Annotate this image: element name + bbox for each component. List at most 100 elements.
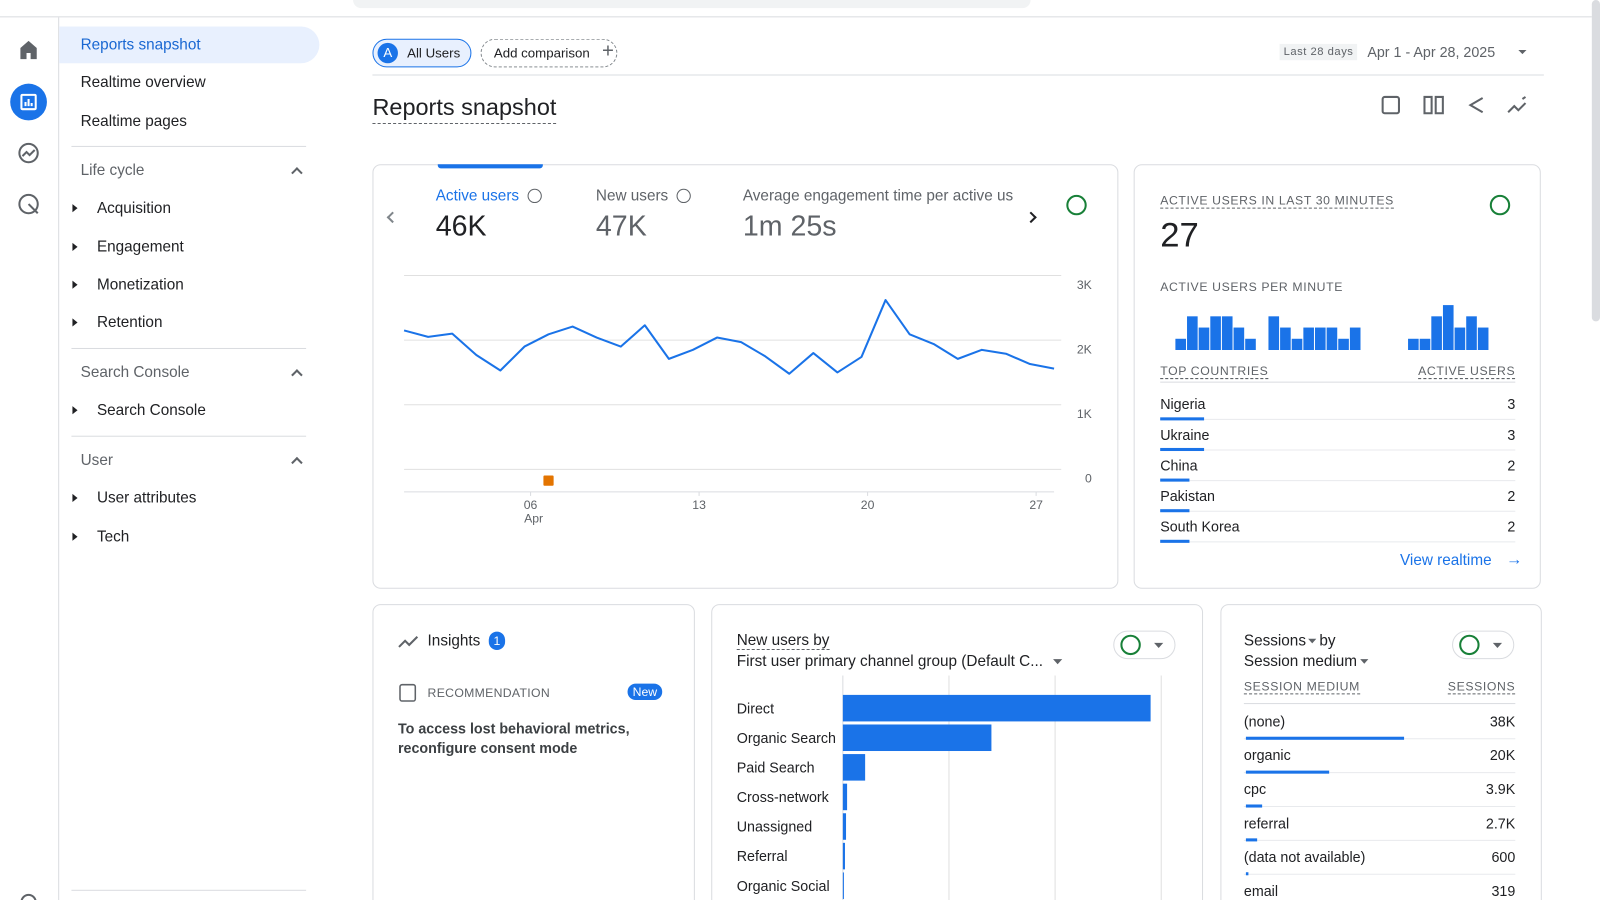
reports-glyph <box>20 93 37 111</box>
metric-label[interactable]: New users <box>595 187 669 205</box>
active-nav-bg <box>59 26 320 64</box>
metric-value: 47K <box>595 210 647 242</box>
insight-tag: RECOMMENDATION <box>427 685 550 700</box>
insights-count: 1 <box>488 631 506 650</box>
minute-bar <box>1338 338 1349 350</box>
section-title[interactable]: Life cycle <box>80 161 145 180</box>
table-rule <box>1243 703 1516 705</box>
metric-value: 46K <box>435 210 487 242</box>
new-badge: New <box>627 683 663 700</box>
add-comparison: Add comparison <box>493 45 590 61</box>
advertising-glyph <box>27 203 39 214</box>
nav-item[interactable]: Search Console <box>96 401 206 420</box>
session-value: 600 <box>1491 848 1516 866</box>
metric-label[interactable]: Average engagement time per active us <box>742 187 1014 205</box>
date-caret[interactable] <box>1518 49 1527 55</box>
y-tick-label: 0 <box>1085 472 1092 486</box>
insight-text: To access lost behavioral metrics, recon… <box>397 720 630 757</box>
compare-icon[interactable] <box>1423 95 1444 115</box>
help-icon <box>676 188 691 204</box>
minute-bar <box>1349 327 1361 350</box>
annotation-marker <box>543 475 554 486</box>
search-box[interactable] <box>353 0 1031 9</box>
status-check <box>1120 634 1141 656</box>
category-label: Organic Search <box>736 729 836 746</box>
x-tick-label: 20 <box>861 498 875 512</box>
session-bar <box>1245 804 1263 808</box>
status-check <box>1066 194 1087 216</box>
minute-bar <box>1419 338 1431 350</box>
nav-item[interactable]: Engagement <box>96 237 184 256</box>
column-header: SESSION MEDIUM <box>1243 679 1360 695</box>
nav-item[interactable]: Tech <box>96 527 130 545</box>
insights-icon[interactable] <box>1507 96 1527 113</box>
segment-badge: A <box>377 42 398 64</box>
metric-tab-indicator <box>437 164 543 169</box>
plus-icon: + <box>602 40 614 63</box>
expand-arrow <box>72 242 78 251</box>
nav-item[interactable]: Monetization <box>96 275 184 294</box>
nav-item[interactable]: User attributes <box>96 489 197 507</box>
session-value: 38K <box>1489 713 1516 730</box>
nav-item[interactable]: Reports snapshot <box>80 36 201 54</box>
metric-label[interactable]: Active users <box>435 187 520 205</box>
dimension-caret <box>1360 659 1369 664</box>
country-value: 2 <box>1507 487 1516 505</box>
view-realtime-link[interactable]: View realtime <box>1399 551 1492 569</box>
explore-glyph <box>21 149 36 157</box>
country-name: South Korea <box>1160 518 1240 535</box>
sessions-card <box>1220 604 1542 900</box>
nav-item[interactable]: Acquisition <box>96 199 171 218</box>
nav-item[interactable]: Retention <box>96 313 163 332</box>
table-rule <box>1160 381 1516 383</box>
y-tick-label: 3K <box>1077 278 1093 292</box>
home-icon[interactable] <box>20 40 37 60</box>
header-divider <box>372 74 1544 76</box>
minute-bar <box>1326 327 1338 350</box>
by-label: by <box>1319 632 1336 650</box>
metric-selector[interactable]: Sessions <box>1243 632 1306 650</box>
recommendation-icon <box>399 683 417 702</box>
bar <box>842 694 1151 722</box>
scrollbar <box>1591 0 1600 322</box>
nav-item[interactable]: Realtime overview <box>80 74 206 92</box>
share-icon[interactable] <box>1468 97 1484 114</box>
minute-bar <box>1303 327 1314 350</box>
minute-bar <box>1198 327 1210 350</box>
dimension-selector[interactable]: Session medium <box>1243 652 1358 670</box>
check-pill <box>1113 630 1176 660</box>
sidebar-divider <box>71 347 307 349</box>
country-bar <box>1160 447 1205 452</box>
per-minute-title: ACTIVE USERS PER MINUTE <box>1160 279 1344 294</box>
minute-bar <box>1314 327 1326 350</box>
category-label: Paid Search <box>736 759 815 776</box>
session-value: 2.7K <box>1485 814 1516 832</box>
medium-name: cpc <box>1243 781 1267 798</box>
expand-arrow <box>72 280 78 289</box>
bar <box>842 813 847 840</box>
advertising-icon[interactable] <box>18 193 39 215</box>
segment-name: All Users <box>407 45 461 61</box>
country-value: 2 <box>1507 518 1516 535</box>
section-title[interactable]: Search Console <box>80 363 190 382</box>
nav-item[interactable]: Realtime pages <box>80 112 187 130</box>
explore-icon[interactable] <box>18 142 39 164</box>
overview-card <box>372 164 1119 589</box>
customize-icon[interactable] <box>1381 95 1400 115</box>
card-title: New users by <box>736 631 830 650</box>
date-range[interactable]: Apr 1 - Apr 28, 2025 <box>1367 43 1496 61</box>
country-bar <box>1160 509 1190 513</box>
sidebar-divider <box>71 145 307 147</box>
sidebar-divider <box>71 435 307 437</box>
medium-name: referral <box>1243 814 1290 832</box>
column-header: TOP COUNTRIES <box>1160 363 1269 380</box>
country-value: 3 <box>1507 426 1516 443</box>
section-title[interactable]: User <box>80 451 113 469</box>
category-label: Direct <box>736 699 775 717</box>
y-tick-label: 2K <box>1077 342 1093 356</box>
session-bar <box>1245 872 1249 876</box>
realtime-value: 27 <box>1160 215 1199 255</box>
settings-icon[interactable] <box>20 893 37 900</box>
add-comparison-chip[interactable] <box>480 38 618 68</box>
toolbar-icons <box>1381 49 1527 115</box>
